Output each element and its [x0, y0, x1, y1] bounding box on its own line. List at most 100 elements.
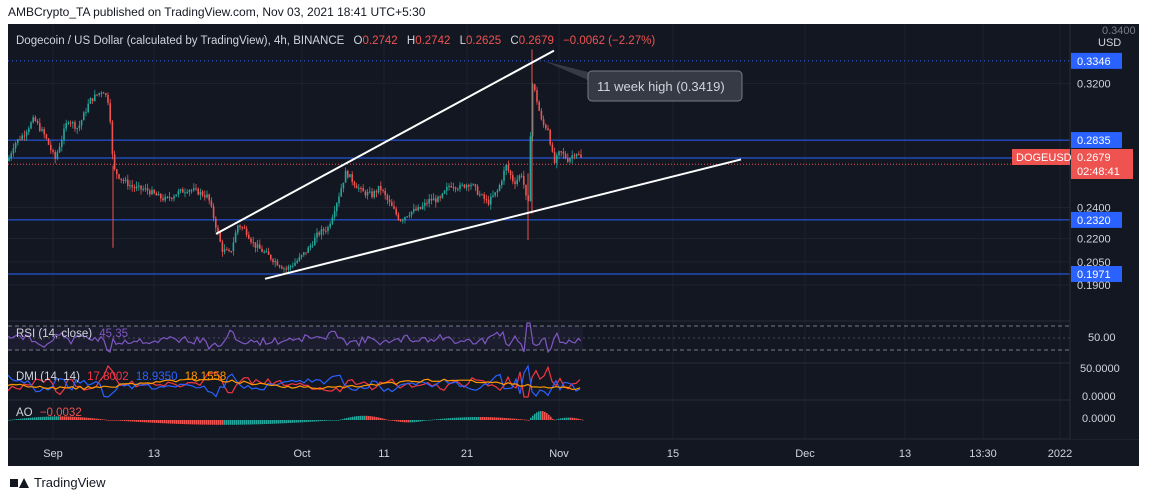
ao-bar — [222, 420, 224, 425]
candle-body — [153, 189, 155, 194]
ao-bar — [352, 416, 354, 420]
candle-body — [498, 185, 501, 191]
candle-body — [483, 194, 485, 200]
trend-line-upper[interactable] — [215, 49, 555, 235]
ao-bar — [96, 418, 98, 420]
candle-body — [549, 129, 551, 145]
candle-body — [377, 185, 380, 193]
candle-body — [404, 217, 406, 220]
ao-bar — [498, 417, 500, 420]
ao-histogram — [8, 411, 584, 425]
candle-body — [140, 185, 142, 190]
candle-body — [413, 208, 415, 212]
tradingview-logo[interactable]: TradingView — [10, 475, 106, 490]
candle-body — [56, 152, 59, 159]
ao-bar — [112, 420, 114, 421]
candle-body — [397, 214, 400, 220]
candle-body — [534, 84, 536, 91]
ao-bar — [408, 420, 410, 423]
time-axis[interactable]: Sep 13 Oct 11 21 Nov 15 Dec 13 13:30 2022 — [43, 448, 1072, 460]
ao-bar — [446, 418, 448, 420]
ao-bar — [230, 420, 232, 425]
ao-bar — [158, 420, 160, 424]
candle-body — [318, 232, 320, 235]
dmi-plus-value: 17.8002 — [87, 371, 129, 383]
ao-bar — [234, 420, 236, 425]
horizontal-levels[interactable] — [8, 60, 1070, 275]
candle-body — [292, 265, 294, 267]
candles[interactable] — [8, 49, 582, 275]
ao-bar — [340, 419, 342, 421]
ao-pane[interactable]: AO −0.0032 — [8, 407, 584, 425]
rsi-value: 45.35 — [99, 328, 128, 340]
ao-bar — [464, 417, 466, 420]
candle-body — [406, 216, 408, 218]
ao-bar — [384, 418, 386, 420]
annotation-callout[interactable]: 11 week high (0.3419) — [544, 61, 743, 102]
ao-bar — [430, 419, 432, 421]
ao-bar — [314, 420, 316, 422]
candle-body — [124, 179, 127, 181]
ao-bar — [422, 420, 424, 422]
trend-lines[interactable] — [215, 49, 742, 280]
annotation-text: 11 week high (0.3419) — [597, 79, 725, 94]
ao-bar — [292, 420, 294, 423]
chart-canvas[interactable]: 11 week high (0.3419) Dogecoin / US Doll… — [7, 24, 1139, 466]
candle-body — [501, 180, 503, 186]
dmi-pane[interactable]: DMI (14, 14) 17.8002 18.9350 18.1558 — [7, 364, 581, 398]
ao-bar — [300, 420, 302, 423]
price-axis[interactable]: 0.3400 USD 0.33460.32000.28350.27190.240… — [1012, 24, 1139, 439]
candle-body — [184, 192, 186, 194]
candle-body — [446, 187, 448, 191]
price-tick-label: 0.3200 — [1077, 79, 1111, 91]
candle-body — [443, 190, 446, 194]
candle-body — [10, 153, 12, 159]
ao-bar — [134, 420, 136, 422]
ao-bar — [116, 420, 118, 421]
candle-body — [459, 184, 461, 190]
ao-bar — [252, 420, 254, 425]
ao-bar — [178, 420, 180, 424]
candle-body — [89, 98, 92, 104]
ao-bar — [540, 411, 542, 420]
rsi-pane[interactable]: RSI (14, close) 45.35 — [7, 322, 1070, 354]
ao-bar — [392, 420, 394, 421]
ao-bar — [538, 411, 540, 420]
ao-bar — [176, 420, 178, 424]
ao-bar — [182, 420, 184, 425]
ao-bar — [320, 420, 322, 422]
candle-body — [74, 122, 76, 129]
candle-body — [439, 196, 441, 198]
candle-body — [448, 185, 450, 188]
candle-body — [259, 244, 261, 249]
candle-body — [408, 215, 411, 217]
ao-bar — [24, 418, 26, 420]
ao-bar — [228, 420, 230, 425]
candle-body — [386, 195, 389, 200]
candle-body — [210, 200, 213, 207]
ao-bar — [452, 417, 454, 420]
ao-bar — [396, 420, 398, 422]
candle-body — [465, 184, 468, 188]
candle-body — [503, 170, 505, 181]
ao-bar — [534, 413, 536, 420]
candle-body — [289, 266, 292, 268]
price-pane[interactable]: 11 week high (0.3419) Dogecoin / US Doll… — [8, 35, 1070, 286]
currency-label: USD — [1098, 37, 1121, 49]
ao-bar — [326, 420, 328, 421]
ao-bar — [492, 417, 494, 420]
ao-bar — [78, 417, 80, 420]
ao-bar — [556, 419, 558, 420]
candle-body — [151, 189, 153, 195]
chart-area[interactable]: 11 week high (0.3419) Dogecoin / US Doll… — [7, 24, 1139, 466]
ao-bar — [328, 420, 330, 421]
level-price-label: 0.3346 — [1077, 56, 1111, 68]
ao-bar — [568, 417, 570, 420]
ao-bar — [168, 420, 170, 424]
trend-line-lower[interactable] — [264, 158, 742, 280]
ao-bar — [366, 415, 368, 420]
ao-bar — [514, 418, 516, 420]
ao-bar — [286, 420, 288, 424]
candle-body — [294, 262, 296, 266]
ao-bar — [312, 420, 314, 422]
